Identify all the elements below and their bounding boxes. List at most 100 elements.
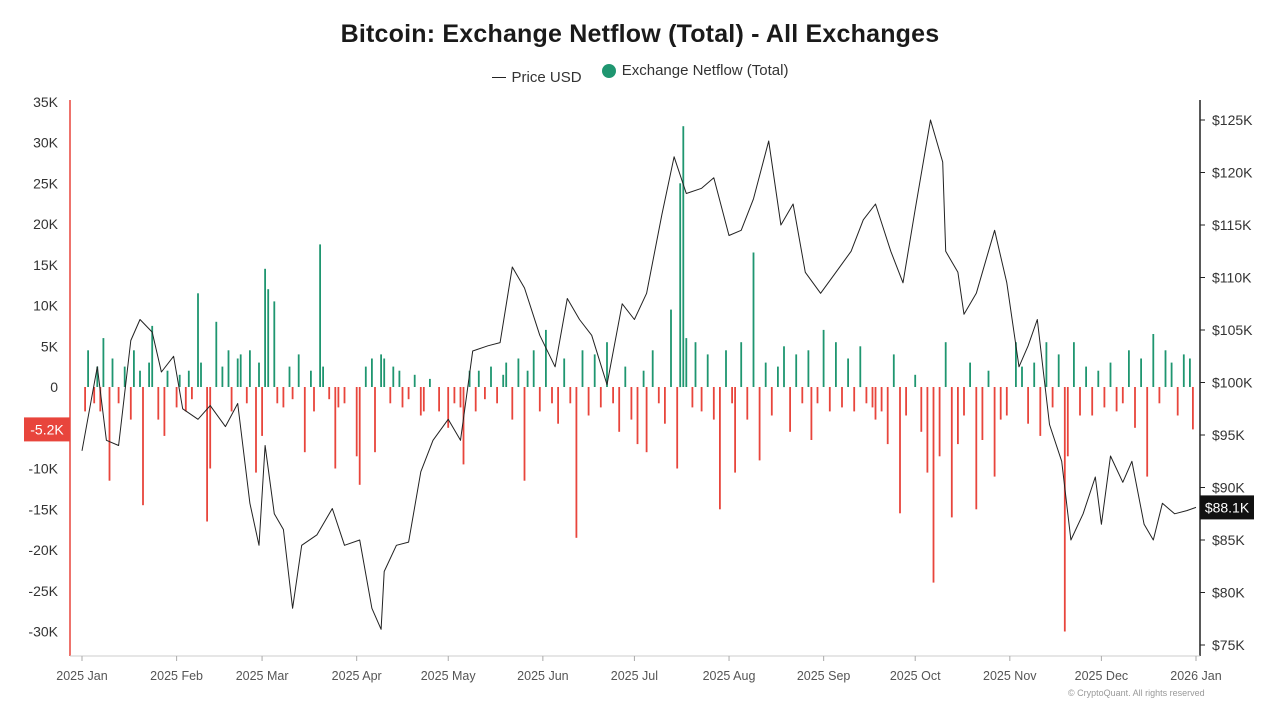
netflow-bar <box>111 358 114 387</box>
price-last-value-badge <box>1200 495 1254 520</box>
netflow-bar <box>133 350 135 387</box>
netflow-bar <box>374 387 376 453</box>
x-tick-label: 2025 Nov <box>983 669 1037 683</box>
netflow-bar <box>563 358 566 387</box>
netflow-bar <box>651 350 654 387</box>
legend-line-marker <box>491 76 506 78</box>
legend-item-netflow[interactable]: Exchange Netflow (Total) <box>601 62 788 79</box>
netflow-bar <box>523 387 526 481</box>
netflow-bar <box>1066 387 1069 457</box>
netflow-bar <box>795 354 798 387</box>
netflow-bar <box>1063 387 1066 632</box>
netflow-bar <box>1158 387 1161 404</box>
x-tick-label: 2025 Feb <box>150 669 203 683</box>
netflow-bar <box>273 301 276 387</box>
netflow-bar <box>1039 387 1042 436</box>
netflow-bar <box>538 387 541 412</box>
netflow-bar <box>1091 387 1094 416</box>
netflow-bar <box>474 387 477 412</box>
netflow-bar <box>276 387 279 404</box>
netflow-bar <box>206 387 208 522</box>
x-tick-label: 2025 May <box>421 669 477 683</box>
netflow-bar <box>950 387 953 518</box>
netflow-bar <box>691 387 694 408</box>
netflow-bar <box>612 387 614 404</box>
netflow-bar <box>1057 354 1060 387</box>
netflow-bar <box>764 362 767 387</box>
netflow-bar <box>380 354 382 387</box>
netflow-bar <box>731 387 733 404</box>
netflow-bar <box>1134 387 1136 428</box>
left-tick-label: 0 <box>50 379 58 395</box>
netflow-bar <box>484 387 486 400</box>
netflow-bar <box>191 387 193 400</box>
right-tick-label: $120K <box>1212 165 1253 181</box>
right-axis-ticks: $125K $120K $115K $110K $105K $100K $95K $90K $8… <box>1200 112 1253 653</box>
netflow-bar <box>758 387 761 461</box>
x-tick-label: 2025 Jan <box>56 669 107 683</box>
chart-legend: Price USD Exchange Netflow (Total) <box>0 62 1280 86</box>
netflow-bar <box>880 387 883 412</box>
netflow-bar <box>267 289 270 387</box>
netflow-bar <box>236 358 239 387</box>
netflow-bar <box>581 350 584 387</box>
netflow-bar <box>322 366 324 387</box>
netflow-bar <box>258 362 260 387</box>
netflow-bar <box>551 387 553 404</box>
netflow-bar <box>459 387 462 408</box>
netflow-bar <box>1021 366 1023 387</box>
last-value-labels: -5.2K $88.1K <box>24 417 1254 520</box>
netflow-last-value-label: -5.2K <box>30 421 64 437</box>
netflow-bar <box>462 387 465 465</box>
netflow-bar <box>957 387 959 445</box>
netflow-bar <box>502 374 505 387</box>
netflow-bar <box>685 338 688 387</box>
netflow-bar <box>1140 358 1142 387</box>
left-tick-label: 30K <box>33 135 59 151</box>
netflow-bar <box>310 370 312 387</box>
netflow-bar <box>163 387 166 436</box>
netflow-bar <box>719 387 721 510</box>
watermark-credit: © CryptoQuant. All rights reserved <box>1068 688 1205 698</box>
netflow-bar <box>84 387 86 412</box>
netflow-bar <box>645 387 648 453</box>
right-tick-label: $80K <box>1212 585 1245 601</box>
netflow-bar <box>770 387 773 416</box>
x-tick-label: 2025 Jul <box>611 669 658 683</box>
netflow-bar <box>810 387 813 440</box>
netflow-bar <box>630 387 633 420</box>
netflow-bar <box>419 387 422 416</box>
netflow-bar <box>239 354 242 387</box>
netflow-bar <box>734 387 736 473</box>
netflow-bar <box>871 387 874 408</box>
netflow-bars <box>84 126 1194 632</box>
left-tick-label: 10K <box>33 298 59 314</box>
netflow-bar <box>938 387 941 457</box>
right-tick-label: $85K <box>1212 532 1245 548</box>
legend-item-price[interactable]: Price USD <box>491 69 582 86</box>
netflow-bar <box>1045 342 1048 387</box>
netflow-bar <box>969 362 971 387</box>
netflow-bar <box>477 370 480 387</box>
x-tick-label: 2025 Aug <box>703 669 756 683</box>
netflow-bar <box>291 387 294 400</box>
netflow-bar <box>905 387 907 416</box>
right-tick-label: $125K <box>1212 112 1253 128</box>
netflow-bar <box>1033 362 1036 387</box>
netflow-bar <box>752 252 755 387</box>
netflow-bar <box>975 387 978 510</box>
netflow-bar <box>401 387 404 408</box>
netflow-bar <box>227 350 230 387</box>
netflow-bar <box>413 374 416 387</box>
netflow-bar <box>712 387 715 420</box>
netflow-bar <box>383 358 386 387</box>
netflow-bar <box>453 387 456 404</box>
x-tick-label: 2026 Jan <box>1170 669 1221 683</box>
netflow-bar <box>807 350 810 387</box>
netflow-bar <box>987 370 990 387</box>
netflow-bar <box>526 370 529 387</box>
netflow-bar <box>670 309 672 387</box>
netflow-bar <box>99 387 102 412</box>
netflow-bar <box>679 183 682 388</box>
netflow-bar <box>389 387 392 404</box>
